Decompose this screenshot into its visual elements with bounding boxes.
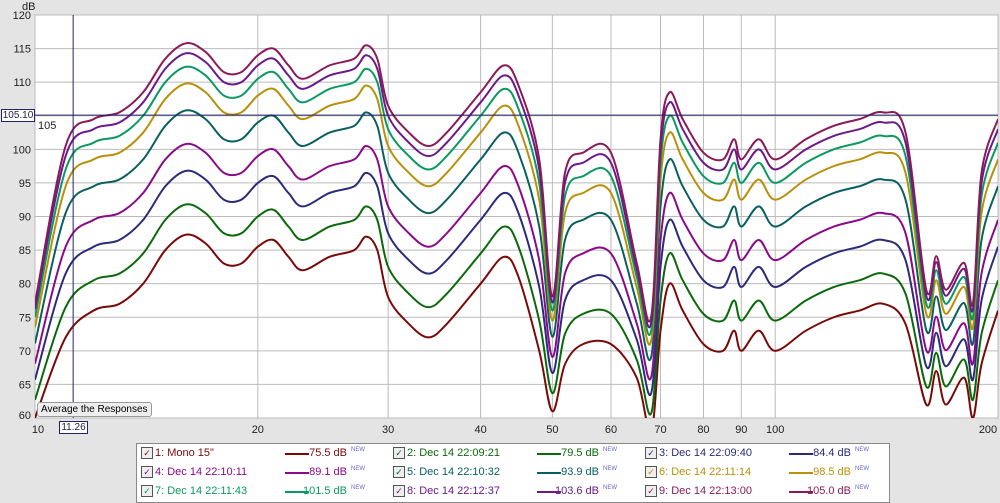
legend-row: ✓ 7: Dec 14 22:11:43 101.5 dB NEW ✓ 8: Dec 14… (137, 482, 889, 501)
legend-item: ✓ 5: Dec 14 22:10:32 93.9 dB NEW (389, 466, 639, 482)
legend-checkbox[interactable]: ✓ (393, 485, 405, 497)
legend-swatch (285, 453, 309, 455)
x-tick-label: 10 (32, 424, 44, 436)
legend-item: ✓ 9: Dec 14 22:13:00 105.0 dB NEW (641, 485, 891, 501)
x-tick-label: 90 (735, 424, 747, 436)
x-tick-label: 30 (382, 424, 394, 436)
legend-checkbox[interactable]: ✓ (141, 466, 153, 478)
y-tick-label: 80 (19, 279, 31, 291)
x-tick-label: 200 (979, 424, 997, 436)
legend-checkbox[interactable]: ✓ (645, 447, 657, 459)
y-tick-label: 65 (19, 379, 31, 391)
cursor-y-readout: 105.10 (1, 109, 35, 122)
legend-new-badge: NEW (603, 466, 617, 472)
legend-level: 75.5 dB (309, 447, 347, 459)
legend-level: 79.5 dB (561, 447, 599, 459)
y-tick-label: 105 (38, 120, 56, 132)
legend-new-badge: NEW (603, 485, 617, 491)
legend-name: 1: Mono 15" (155, 447, 214, 459)
y-axis-label: dB (22, 1, 35, 13)
legend-item: ✓ 4: Dec 14 22:10:11 89.1 dB NEW (137, 466, 387, 482)
legend-level: 98.5 dB (813, 466, 851, 478)
legend-level: 84.4 dB (813, 447, 851, 459)
legend-new-badge: NEW (855, 485, 869, 491)
legend-checkbox[interactable]: ✓ (645, 466, 657, 478)
legend-level: 93.9 dB (561, 466, 599, 478)
legend-item: ✓ 6: Dec 14 22:11:14 98.5 dB NEW (641, 466, 891, 482)
legend-swatch (789, 491, 813, 493)
legend-checkbox[interactable]: ✓ (141, 447, 153, 459)
x-tick-label: 60 (605, 424, 617, 436)
legend-swatch (537, 453, 561, 455)
frequency-response-chart[interactable]: 60 65 70 75 80 85 90 95 100 105 110 115 120 10 20 30 40 5… (0, 0, 1000, 440)
x-tick-label: 40 (475, 424, 487, 436)
y-tick-label: 115 (13, 44, 31, 56)
series-line-6[interactable] (35, 82, 998, 346)
series-line-5[interactable] (35, 109, 998, 361)
legend-new-badge: NEW (351, 485, 365, 491)
y-tick-label: 100 (13, 144, 31, 156)
legend-level: 89.1 dB (309, 466, 347, 478)
legend-name: 2: Dec 14 22:09:21 (407, 447, 500, 459)
legend-swatch (285, 491, 309, 493)
cursor-x-readout: 11.26 (59, 421, 88, 434)
y-tick-label: 110 (13, 77, 31, 89)
series-line-2[interactable] (35, 203, 998, 416)
y-tick-label: 95 (19, 178, 31, 190)
x-tick-label: 100 (766, 424, 784, 436)
series-line-3[interactable] (35, 169, 998, 397)
legend-name: 7: Dec 14 22:11:43 (155, 485, 248, 497)
legend-level: 101.5 dB (302, 485, 347, 497)
legend-swatch (537, 491, 561, 493)
series-line-9[interactable] (35, 42, 998, 323)
legend-swatch (789, 453, 813, 455)
legend-level: 105.0 dB (806, 485, 851, 497)
series-line-1[interactable] (35, 233, 998, 432)
legend-name: 3: Dec 14 22:09:40 (659, 447, 752, 459)
legend-new-badge: NEW (603, 447, 617, 453)
legend-new-badge: NEW (351, 447, 365, 453)
x-tick-label: 80 (697, 424, 709, 436)
series-line-4[interactable] (35, 142, 998, 381)
x-tick-label: 50 (546, 424, 558, 436)
legend-item: ✓ 3: Dec 14 22:09:40 84.4 dB NEW (641, 447, 891, 463)
legend-checkbox[interactable]: ✓ (645, 485, 657, 497)
legend-item: ✓ 2: Dec 14 22:09:21 79.5 dB NEW (389, 447, 639, 463)
legend-new-badge: NEW (351, 466, 365, 472)
legend-name: 4: Dec 14 22:10:11 (155, 466, 248, 478)
y-tick-label: 120 (13, 10, 31, 22)
y-tick-label: 85 (19, 245, 31, 257)
legend-name: 6: Dec 14 22:11:14 (659, 466, 752, 478)
legend-item: ✓ 1: Mono 15" 75.5 dB NEW (137, 447, 387, 463)
average-responses-button[interactable]: Average the Responses (37, 402, 152, 417)
legend-swatch (537, 472, 561, 474)
legend-checkbox[interactable]: ✓ (141, 485, 153, 497)
legend-name: 8: Dec 14 22:12:37 (407, 485, 500, 497)
legend-item: ✓ 8: Dec 14 22:12:37 103.6 dB NEW (389, 485, 639, 501)
x-tick-label: 20 (252, 424, 264, 436)
legend-name: 9: Dec 14 22:13:00 (659, 485, 752, 497)
legend-swatch (285, 472, 309, 474)
y-tick-label: 70 (19, 346, 31, 358)
legend: ✓ 1: Mono 15" 75.5 dB NEW ✓ 2: Dec 14 22:09:2… (136, 443, 890, 503)
legend-checkbox[interactable]: ✓ (393, 466, 405, 478)
y-tick-label: 60 (19, 410, 31, 422)
x-tick-label: 70 (654, 424, 666, 436)
legend-item: ✓ 7: Dec 14 22:11:43 101.5 dB NEW (137, 485, 387, 501)
legend-swatch (789, 472, 813, 474)
legend-row: ✓ 1: Mono 15" 75.5 dB NEW ✓ 2: Dec 14 22:09:2… (137, 444, 889, 463)
legend-checkbox[interactable]: ✓ (393, 447, 405, 459)
legend-name: 5: Dec 14 22:10:32 (407, 466, 500, 478)
legend-row: ✓ 4: Dec 14 22:10:11 89.1 dB NEW ✓ 5: Dec 14 … (137, 463, 889, 482)
y-tick-label: 75 (19, 312, 31, 324)
y-tick-label: 90 (19, 212, 31, 224)
legend-new-badge: NEW (855, 447, 869, 453)
legend-level: 103.6 dB (554, 485, 599, 497)
legend-new-badge: NEW (855, 466, 869, 472)
